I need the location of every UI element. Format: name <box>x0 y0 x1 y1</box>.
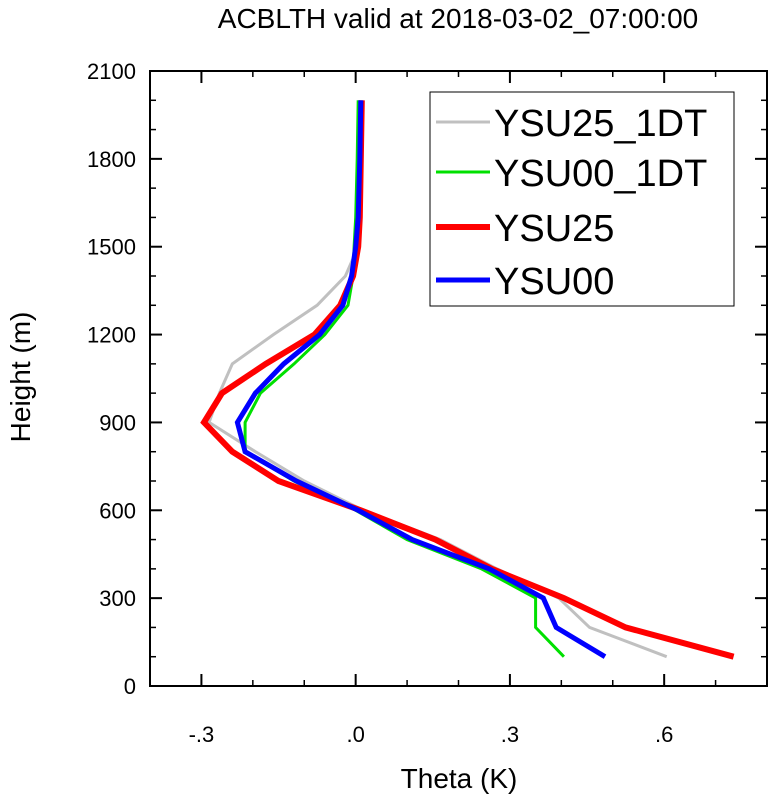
legend-label: YSU00 <box>494 261 614 303</box>
y-tick-label: 900 <box>99 410 136 435</box>
x-tick-label: .6 <box>655 722 673 747</box>
x-axis-label: Theta (K) <box>401 763 518 794</box>
y-tick-label: 1500 <box>87 235 136 260</box>
legend: YSU25_1DT YSU00_1DT YSU25 YSU00 <box>429 91 735 307</box>
y-tick-label: 1800 <box>87 147 136 172</box>
legend-label: YSU00_1DT <box>494 153 707 195</box>
legend-label: YSU25_1DT <box>494 103 707 145</box>
chart-title: ACBLTH valid at 2018-03-02_07:00:00 <box>218 3 698 34</box>
legend-box <box>429 91 735 307</box>
y-tick-label: 300 <box>99 586 136 611</box>
y-tick-label: 2100 <box>87 59 136 84</box>
y-axis-label: Height (m) <box>5 312 36 443</box>
x-tick-label: .0 <box>346 722 364 747</box>
axis-ticks: 0 300 600 900 1200 1500 1800 2100 -.3 .0 .3 .6 <box>87 59 768 747</box>
y-tick-label: 1200 <box>87 323 136 348</box>
x-tick-label: .3 <box>501 722 519 747</box>
y-tick-label: 0 <box>124 674 136 699</box>
x-tick-label: -.3 <box>189 722 215 747</box>
series-group <box>200 100 735 660</box>
legend-label: YSU25 <box>494 208 614 250</box>
y-tick-label: 600 <box>99 498 136 523</box>
series-line-ysu00 <box>234 100 607 659</box>
